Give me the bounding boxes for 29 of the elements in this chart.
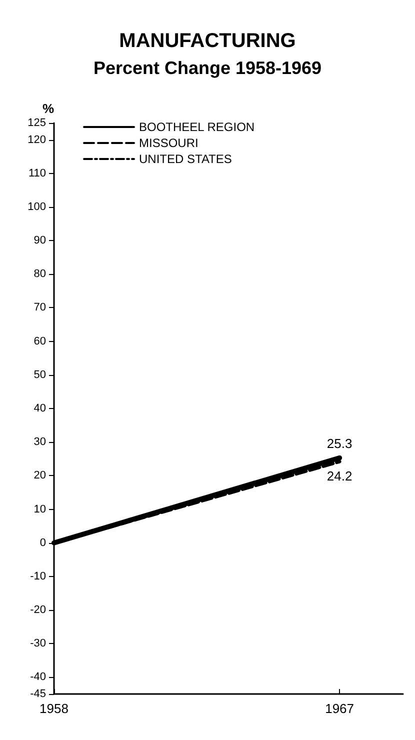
- y-tick-label: 20: [34, 470, 46, 482]
- y-tick-label: -20: [30, 604, 46, 616]
- y-axis-title: %: [42, 101, 54, 116]
- y-tick-label: 90: [34, 234, 46, 247]
- y-tick-label: 0: [40, 536, 46, 549]
- y-tick-label: 70: [34, 302, 46, 314]
- legend-label: MISSOURI: [139, 136, 198, 150]
- y-tick-label: 10: [34, 503, 46, 516]
- x-tick-label: 1967: [325, 701, 354, 716]
- y-tick-label: 110: [28, 167, 46, 180]
- y-tick-label: 120: [28, 134, 46, 146]
- y-tick-label: -45: [30, 688, 46, 700]
- y-tick-label: 60: [34, 335, 46, 348]
- y-tick-label: 80: [34, 268, 46, 280]
- legend-label: BOOTHEEL REGION: [139, 120, 255, 134]
- y-tick-label: 100: [28, 200, 46, 213]
- x-tick-label: 1958: [40, 701, 68, 716]
- y-tick-label: -30: [30, 638, 46, 650]
- y-tick-label: 40: [34, 402, 46, 414]
- chart-title: MANUFACTURING: [119, 30, 296, 52]
- y-tick-label: 125: [28, 117, 46, 129]
- data-label: 25.3: [326, 436, 352, 451]
- legend-label: UNITED STATES: [139, 152, 232, 166]
- chart-subtitle: Percent Change 1958-1969: [93, 58, 322, 78]
- y-tick-label: 30: [34, 436, 46, 448]
- y-tick-label: -10: [30, 570, 46, 582]
- y-tick-label: -40: [30, 671, 46, 684]
- data-label: 24.2: [326, 468, 352, 484]
- y-tick-label: 50: [34, 368, 46, 381]
